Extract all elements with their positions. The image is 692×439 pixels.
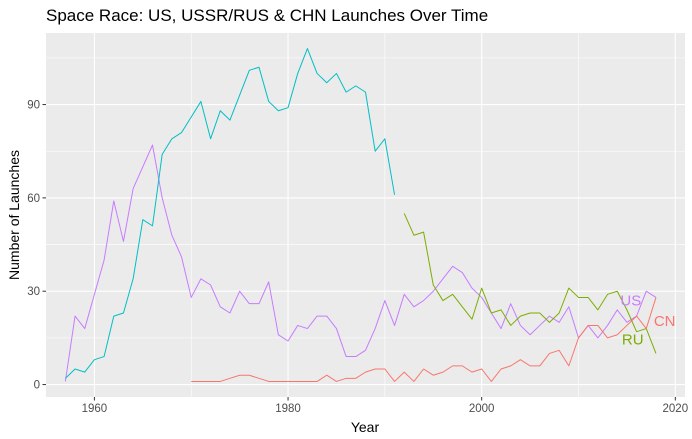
x-tick-label: 1980: [275, 403, 301, 415]
series-lines: [64, 48, 657, 382]
tick-labels: 1960 1980 2000 2020 0 30 60 90: [27, 100, 688, 415]
series-label-us: US: [620, 293, 641, 310]
x-tick-label: 1960: [82, 403, 108, 415]
series-label-chn: CN: [654, 313, 676, 330]
y-tick-label: 0: [34, 380, 40, 392]
x-tick-label: 2020: [663, 403, 689, 415]
x-tick-label: 2000: [469, 403, 495, 415]
series-line-chn: [191, 297, 657, 382]
series-label-rus: RU: [622, 331, 644, 348]
y-tick-label: 60: [27, 193, 40, 205]
y-axis-title: Number of Launches: [6, 150, 22, 280]
series-line-ussr: [65, 48, 396, 379]
chart-title: Space Race: US, USSR/RUS & CHN Launches …: [46, 6, 488, 25]
minor-gridlines: [46, 33, 685, 397]
x-axis-title: Year: [351, 419, 380, 435]
series-line-rus: [403, 213, 657, 354]
y-tick-label: 30: [27, 286, 40, 298]
axis-ticks: [42, 104, 676, 401]
plot-panel: [46, 33, 685, 397]
y-tick-label: 90: [27, 100, 40, 112]
major-gridlines: [46, 33, 685, 397]
series-labels: US RU CN: [620, 293, 675, 349]
series-line-us: [64, 144, 657, 382]
